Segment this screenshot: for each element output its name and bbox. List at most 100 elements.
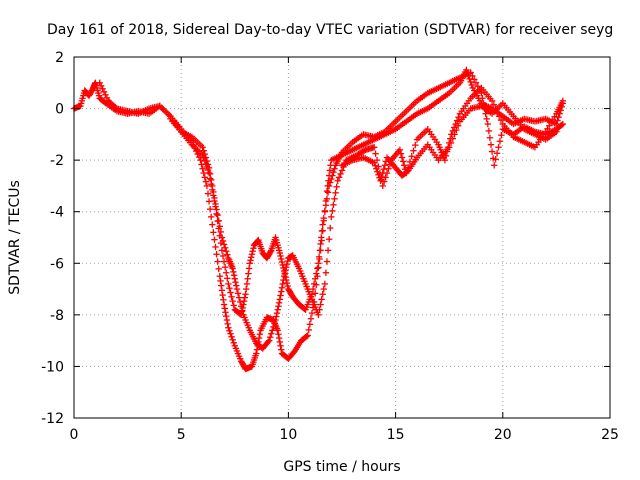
data-point-interp — [454, 122, 462, 129]
y-tick-label: -10 — [41, 359, 64, 375]
data-point-interp — [374, 168, 381, 175]
data-point-interp — [99, 85, 106, 93]
data-point-interp — [221, 244, 229, 252]
data-point-interp — [233, 282, 240, 289]
data-point-interp — [200, 147, 207, 154]
data-point-interp — [273, 309, 281, 317]
data-point-interp — [204, 190, 212, 197]
data-point-interp — [229, 297, 236, 305]
data-point-interp — [305, 326, 312, 334]
data-point-interp — [97, 82, 105, 89]
data-point-interp — [282, 266, 289, 274]
data-point — [225, 280, 232, 288]
data-point-interp — [218, 282, 225, 289]
data-point-interp — [479, 95, 486, 102]
data-point-interp — [201, 150, 208, 158]
data-point-interp — [326, 167, 334, 174]
data-point-interp — [224, 320, 231, 328]
data-point-interp — [487, 141, 495, 148]
data-point-interp — [230, 339, 237, 346]
data-point-interp — [231, 275, 238, 282]
y-tick-label: -2 — [50, 153, 64, 169]
data-point-interp — [280, 276, 287, 284]
data-point-interp — [319, 291, 326, 298]
data-point-interp — [303, 333, 310, 340]
data-point-interp — [211, 236, 218, 243]
data-point-interp — [236, 298, 244, 306]
data-point-interp — [199, 165, 206, 172]
data-point-interp — [248, 251, 256, 258]
data-point-interp — [254, 237, 261, 245]
data-point-interp — [269, 327, 276, 334]
data-point — [225, 324, 232, 331]
data-point-interp — [247, 257, 254, 264]
data-point-interp — [248, 254, 255, 261]
y-tick-label: 0 — [55, 102, 64, 118]
data-point-interp — [112, 104, 119, 111]
data-point-interp — [219, 252, 227, 260]
data-point-interp — [222, 309, 229, 316]
data-point-interp — [271, 320, 278, 327]
data-point-interp — [220, 241, 228, 248]
data-point — [220, 301, 228, 308]
data-point-interp — [316, 247, 324, 254]
data-point-interp — [208, 213, 215, 221]
data-point-interp — [267, 248, 274, 255]
data-point-interp — [309, 285, 317, 293]
data-point-interp — [313, 270, 320, 277]
data-point-interp — [316, 306, 323, 313]
chart-title: Day 161 of 2018, Sidereal Day-to-day VTE… — [47, 22, 613, 38]
data-point — [321, 280, 329, 288]
data-point — [488, 97, 496, 105]
data-points — [70, 66, 567, 373]
data-point-interp — [206, 205, 214, 213]
data-point — [96, 79, 103, 86]
data-point-interp — [278, 255, 285, 263]
data-point — [265, 337, 273, 344]
data-point — [315, 260, 322, 267]
data-point-interp — [447, 139, 455, 147]
data-point-interp — [321, 208, 329, 215]
data-point-interp — [275, 330, 282, 338]
data-point — [328, 213, 335, 221]
data-point-interp — [245, 270, 252, 277]
data-point-interp — [317, 301, 324, 308]
data-point-interp — [212, 243, 219, 251]
data-point — [467, 69, 474, 76]
data-point-interp — [220, 258, 228, 265]
data-point-interp — [240, 297, 248, 305]
data-point-interp — [412, 141, 419, 149]
data-point-interp — [277, 292, 284, 299]
data-point-interp — [278, 258, 286, 266]
data-point-interp — [408, 153, 415, 160]
data-point-interp — [330, 201, 337, 209]
data-point-interp — [380, 165, 388, 173]
data-point-interp — [275, 303, 282, 310]
data-point-interp — [255, 334, 263, 342]
data-point — [203, 182, 211, 190]
data-point — [446, 144, 453, 151]
data-point-interp — [204, 161, 212, 168]
data-point-interp — [226, 285, 233, 292]
data-point-interp — [279, 280, 286, 288]
data-point — [319, 221, 326, 228]
data-point-interp — [381, 162, 389, 169]
data-point-interp — [214, 211, 221, 219]
data-point-interp — [468, 81, 475, 89]
y-axis-label: SDTVAR / TECUs — [7, 180, 23, 295]
data-point-interp — [327, 179, 334, 186]
data-point — [197, 156, 204, 164]
data-point-interp — [215, 217, 222, 224]
data-point-interp — [243, 280, 251, 288]
data-point-interp — [206, 170, 214, 178]
data-point — [463, 66, 470, 74]
data-point-interp — [230, 272, 238, 279]
data-point — [559, 97, 567, 105]
data-point-interp — [243, 285, 250, 293]
y-tick-label: -4 — [50, 205, 64, 221]
data-point-interp — [410, 147, 417, 154]
data-point-interp — [203, 157, 211, 165]
data-point-interp — [211, 194, 218, 202]
y-tick-label: -6 — [50, 256, 64, 272]
data-point-interp — [274, 306, 281, 313]
